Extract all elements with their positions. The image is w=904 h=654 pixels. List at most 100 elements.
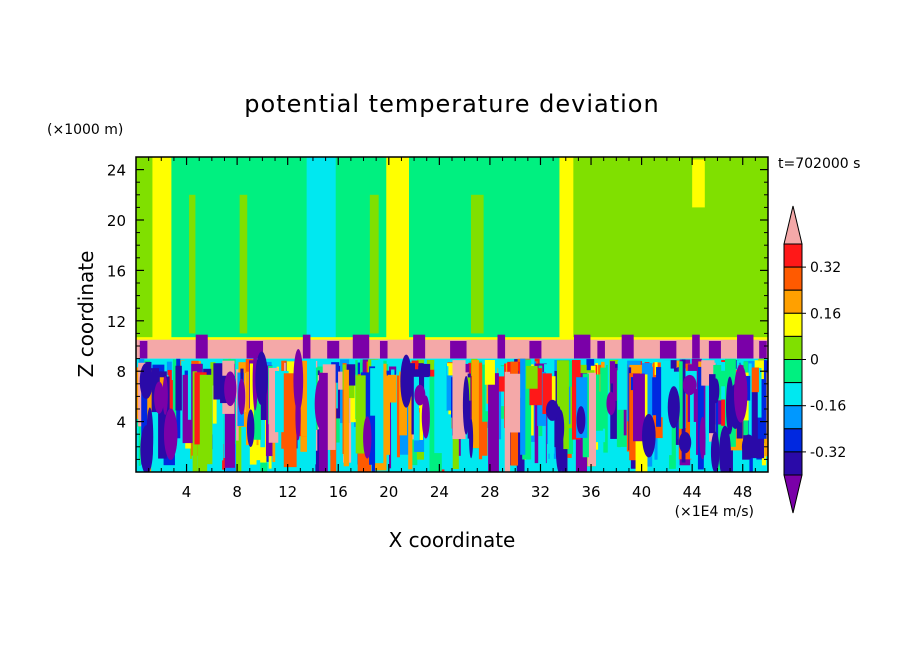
- downdraft: [400, 354, 413, 408]
- turbulence-cell: [343, 369, 349, 467]
- downdraft: [733, 364, 748, 423]
- turbulence-cell: [408, 362, 413, 470]
- turbulence-cell: [360, 372, 372, 440]
- turbulence-cell: [757, 360, 767, 439]
- turbulence-cell: [484, 359, 495, 385]
- plume-head: [302, 334, 311, 359]
- downdraft: [163, 408, 178, 460]
- turbulence-cell: [750, 367, 759, 393]
- turbulence-cell: [346, 364, 356, 386]
- turbulence-cell: [148, 369, 158, 459]
- turbulence-cell: [434, 359, 447, 454]
- turbulence-cell: [479, 364, 491, 422]
- colorbar-box: [783, 428, 803, 453]
- upper-streak: [369, 194, 379, 334]
- colorbar-box: [783, 451, 803, 476]
- turbulence-cell: [210, 362, 216, 386]
- x-tick-label: 20: [379, 483, 398, 501]
- y-unit-label: (×1000 m): [47, 122, 123, 138]
- downdraft: [606, 391, 616, 416]
- colorbar-box: [783, 312, 803, 337]
- turbulence-cell: [355, 375, 366, 454]
- colorbar-label: -0.16: [810, 399, 846, 415]
- plume-head: [692, 334, 700, 359]
- downdraft: [699, 416, 706, 460]
- y-tick-label: 20: [107, 212, 126, 230]
- turbulence-cell: [520, 358, 526, 455]
- y-tick-label: 8: [116, 363, 126, 381]
- turbulence-cell: [522, 359, 532, 460]
- downdraft: [642, 413, 656, 458]
- turbulence-cell: [370, 368, 382, 416]
- turbulence-cell: [633, 373, 645, 442]
- turbulence-cell: [526, 365, 538, 389]
- colorbar-label: -0.32: [810, 445, 846, 461]
- turbulence-cell: [268, 367, 279, 443]
- x-unit-label: (×1E4 m/s): [675, 504, 754, 520]
- turbulence-cell: [697, 366, 704, 470]
- colorbar-label: 0: [810, 353, 819, 369]
- turbulence-cell: [338, 371, 347, 390]
- downdraft: [678, 431, 692, 454]
- upper-band: [152, 157, 172, 339]
- downdraft: [462, 375, 470, 435]
- turbulence-cell: [283, 373, 297, 468]
- y-tick-label: 16: [107, 262, 126, 280]
- turbulence-cell: [396, 375, 400, 458]
- colorbar-label: 0.32: [810, 260, 841, 276]
- upper-band: [386, 157, 410, 339]
- turbulence-cell: [172, 359, 177, 446]
- downdraft: [140, 425, 153, 472]
- y-axis: 4 8 12 16 20 24: [107, 162, 768, 460]
- upper-band: [641, 157, 731, 339]
- turbulence-cell: [504, 371, 511, 472]
- upper-streak: [189, 194, 196, 334]
- turbulence-cell: [656, 367, 662, 427]
- downdraft: [682, 374, 697, 396]
- colorbar-box: [783, 359, 803, 384]
- plume-head: [759, 340, 767, 359]
- turbulence-cell: [253, 376, 262, 440]
- turbulence-cell: [671, 371, 683, 397]
- plume-head: [573, 334, 591, 359]
- time-label: t=702000 s: [778, 156, 860, 172]
- downdraft: [224, 371, 237, 407]
- downdraft: [255, 351, 268, 406]
- downdraft: [293, 349, 304, 412]
- downdraft: [238, 378, 246, 415]
- turbulence-cell: [587, 372, 596, 467]
- turbulence-cell: [175, 365, 182, 411]
- turbulence-cell: [497, 376, 508, 392]
- turbulence-cell: [249, 363, 257, 465]
- contour-field: [136, 157, 768, 472]
- downdraft: [414, 384, 426, 406]
- chart-title: potential temperature deviation: [244, 90, 659, 118]
- y-tick-label: 24: [107, 162, 126, 180]
- x-tick-label: 16: [329, 483, 348, 501]
- downdraft: [314, 378, 327, 429]
- turbulence-cell: [383, 373, 387, 399]
- x-axis: 4 8 12 16 20 24 28 32 36 40 44 48: [148, 157, 756, 501]
- turbulence-cell: [660, 360, 671, 418]
- plume-head: [529, 340, 542, 359]
- x-tick-label: 24: [430, 483, 449, 501]
- turbulence-cell: [613, 367, 621, 401]
- colorbar-box: [783, 243, 803, 268]
- turbulence-cell: [350, 376, 358, 423]
- plume-head: [195, 334, 208, 359]
- y-tick-label: 4: [116, 414, 126, 432]
- downdraft: [719, 425, 731, 472]
- colorbar-box: [783, 335, 803, 360]
- upper-band: [573, 157, 643, 339]
- downdraft: [576, 406, 586, 435]
- colorbar-box: [783, 289, 803, 314]
- downdraft: [667, 386, 680, 429]
- plume-head: [379, 340, 388, 359]
- upper-band: [171, 157, 282, 339]
- plume-head: [139, 340, 148, 359]
- turbulence-cell: [199, 374, 213, 465]
- turbulence-cell: [690, 373, 694, 459]
- turbulence-cell: [542, 373, 552, 414]
- turbulence-cell: [418, 365, 425, 395]
- turbulence-cell: [679, 361, 683, 429]
